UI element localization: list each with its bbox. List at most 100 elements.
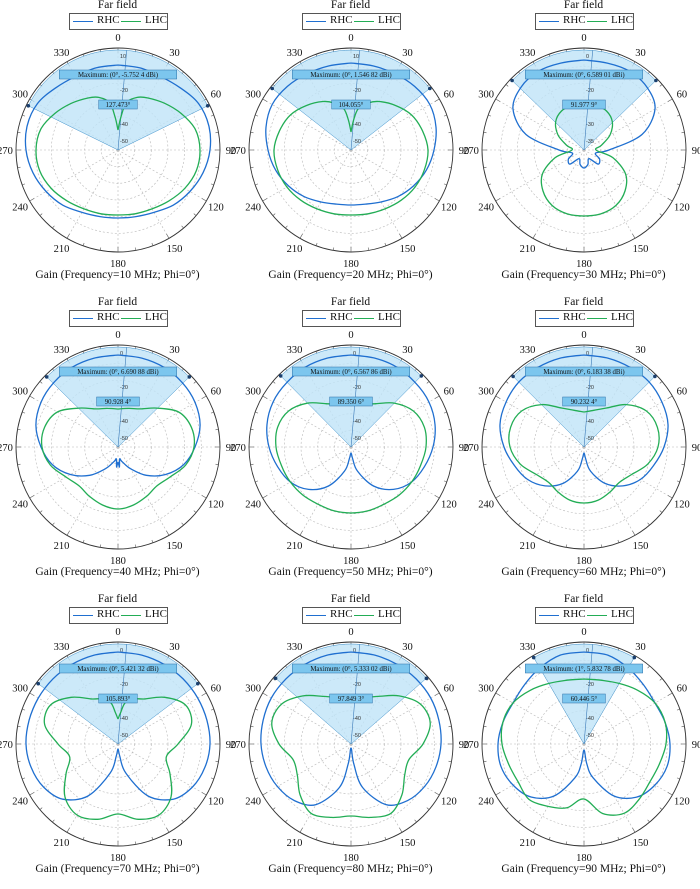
- series-curve-lhc: [43, 696, 193, 820]
- tick-mark: [676, 708, 680, 711]
- angular-gridline: [533, 743, 585, 831]
- legend-swatch: [539, 318, 559, 319]
- tick-mark: [505, 807, 509, 810]
- tick-mark: [647, 522, 650, 526]
- tick-mark: [215, 429, 219, 431]
- angle-tick-label: 300: [478, 684, 494, 695]
- angle-tick-label: 0: [115, 627, 120, 638]
- tick-mark: [617, 242, 620, 246]
- legend-swatch: [73, 21, 93, 22]
- angle-tick-label: 330: [54, 345, 70, 356]
- tick-mark: [434, 692, 440, 696]
- angle-tick-label: 120: [441, 203, 457, 214]
- angular-gridline: [300, 149, 352, 237]
- radial-tick-label: -30: [586, 122, 594, 128]
- series-curve-rhc: [35, 354, 201, 477]
- tick-mark: [262, 198, 268, 202]
- beamwidth-label: 91.977 9°: [571, 102, 598, 109]
- angle-tick-label: 330: [520, 345, 536, 356]
- tick-mark: [29, 495, 35, 499]
- tick-mark: [448, 429, 452, 431]
- tick-mark: [201, 495, 207, 499]
- radial-tick-label: -20: [120, 88, 128, 94]
- tick-mark: [448, 166, 452, 168]
- tick-mark: [488, 114, 492, 117]
- tick-mark: [566, 247, 568, 251]
- legend-label: LHC: [145, 14, 167, 26]
- legend-swatch: [539, 21, 559, 22]
- angle-tick-label: 240: [478, 203, 494, 214]
- angular-gridline: [350, 99, 438, 151]
- tick-mark: [210, 708, 214, 711]
- tick-mark: [333, 544, 335, 548]
- tick-mark: [518, 819, 521, 823]
- tick-mark: [17, 429, 21, 431]
- angle-tick-label: 210: [54, 244, 70, 255]
- angle-tick-label: 270: [463, 443, 479, 454]
- tick-mark: [532, 530, 536, 536]
- tick-mark: [566, 544, 568, 548]
- chart-title: Far field: [330, 296, 371, 308]
- tick-mark: [632, 530, 636, 536]
- angle-tick-label: 300: [12, 684, 28, 695]
- tick-mark: [201, 792, 207, 796]
- angle-tick-label: 300: [478, 387, 494, 398]
- angular-gridline: [350, 446, 438, 498]
- beamwidth-box: [562, 396, 606, 407]
- max-annotation-box: [59, 69, 177, 80]
- tick-mark: [681, 463, 685, 465]
- angle-tick-label: 0: [348, 33, 353, 44]
- tick-mark: [22, 114, 26, 117]
- legend-label: RHC: [97, 14, 120, 26]
- chart-title: Far field: [563, 296, 604, 308]
- angle-tick-label: 180: [110, 259, 126, 270]
- tick-mark: [667, 198, 673, 202]
- tick-mark: [100, 247, 102, 251]
- radial-tick-label: -50: [586, 733, 594, 739]
- angle-tick-label: 210: [287, 541, 303, 552]
- angle-tick-label: 240: [12, 203, 28, 214]
- legend-swatch: [354, 21, 374, 22]
- angular-gridline: [31, 693, 119, 745]
- tick-mark: [250, 132, 254, 134]
- tick-mark: [600, 544, 602, 548]
- beamwidth-label: 105.893°: [106, 696, 131, 703]
- tick-mark: [66, 233, 70, 239]
- tick-mark: [483, 463, 487, 465]
- tick-mark: [333, 841, 335, 845]
- legend-swatch: [587, 21, 607, 22]
- angular-gridline: [264, 693, 352, 745]
- tick-mark: [659, 510, 663, 513]
- angle-tick-label: 180: [576, 556, 592, 567]
- chart-caption: Gain (Frequency=80 MHz; Phi=0°): [268, 863, 433, 875]
- angle-tick-label: 30: [402, 48, 413, 59]
- chart-caption: Gain (Frequency=90 MHz; Phi=0°): [501, 863, 666, 875]
- tick-mark: [617, 539, 620, 543]
- tick-mark: [52, 522, 55, 526]
- radial-tick-label: 0: [586, 54, 589, 60]
- tick-mark: [166, 233, 170, 239]
- tick-mark: [488, 777, 492, 780]
- legend-swatch: [73, 318, 93, 319]
- angle-tick-label: 120: [441, 500, 457, 511]
- angle-tick-label: 0: [115, 33, 120, 44]
- beamwidth-box: [98, 693, 138, 704]
- tick-mark: [659, 213, 663, 216]
- max-annotation-label: Maximum: (0°, -5.752 4 dBi): [78, 72, 158, 79]
- series-curve-lhc: [271, 694, 431, 819]
- radial-tick-label: -50: [120, 733, 128, 739]
- tick-mark: [384, 539, 387, 543]
- angular-gridline: [497, 446, 585, 498]
- max-annotation-label: Maximum: (0°, 6.567 86 dBi): [310, 369, 391, 376]
- tick-mark: [262, 98, 268, 102]
- tick-mark: [443, 114, 447, 117]
- tick-mark: [443, 411, 447, 414]
- radial-tick-label: -20: [353, 682, 361, 688]
- tick-mark: [250, 463, 254, 465]
- beam-edge-marker: [510, 78, 514, 83]
- angle-tick-label: 210: [520, 838, 536, 849]
- tick-mark: [22, 708, 26, 711]
- angle-tick-label: 240: [12, 797, 28, 808]
- tick-mark: [29, 395, 35, 399]
